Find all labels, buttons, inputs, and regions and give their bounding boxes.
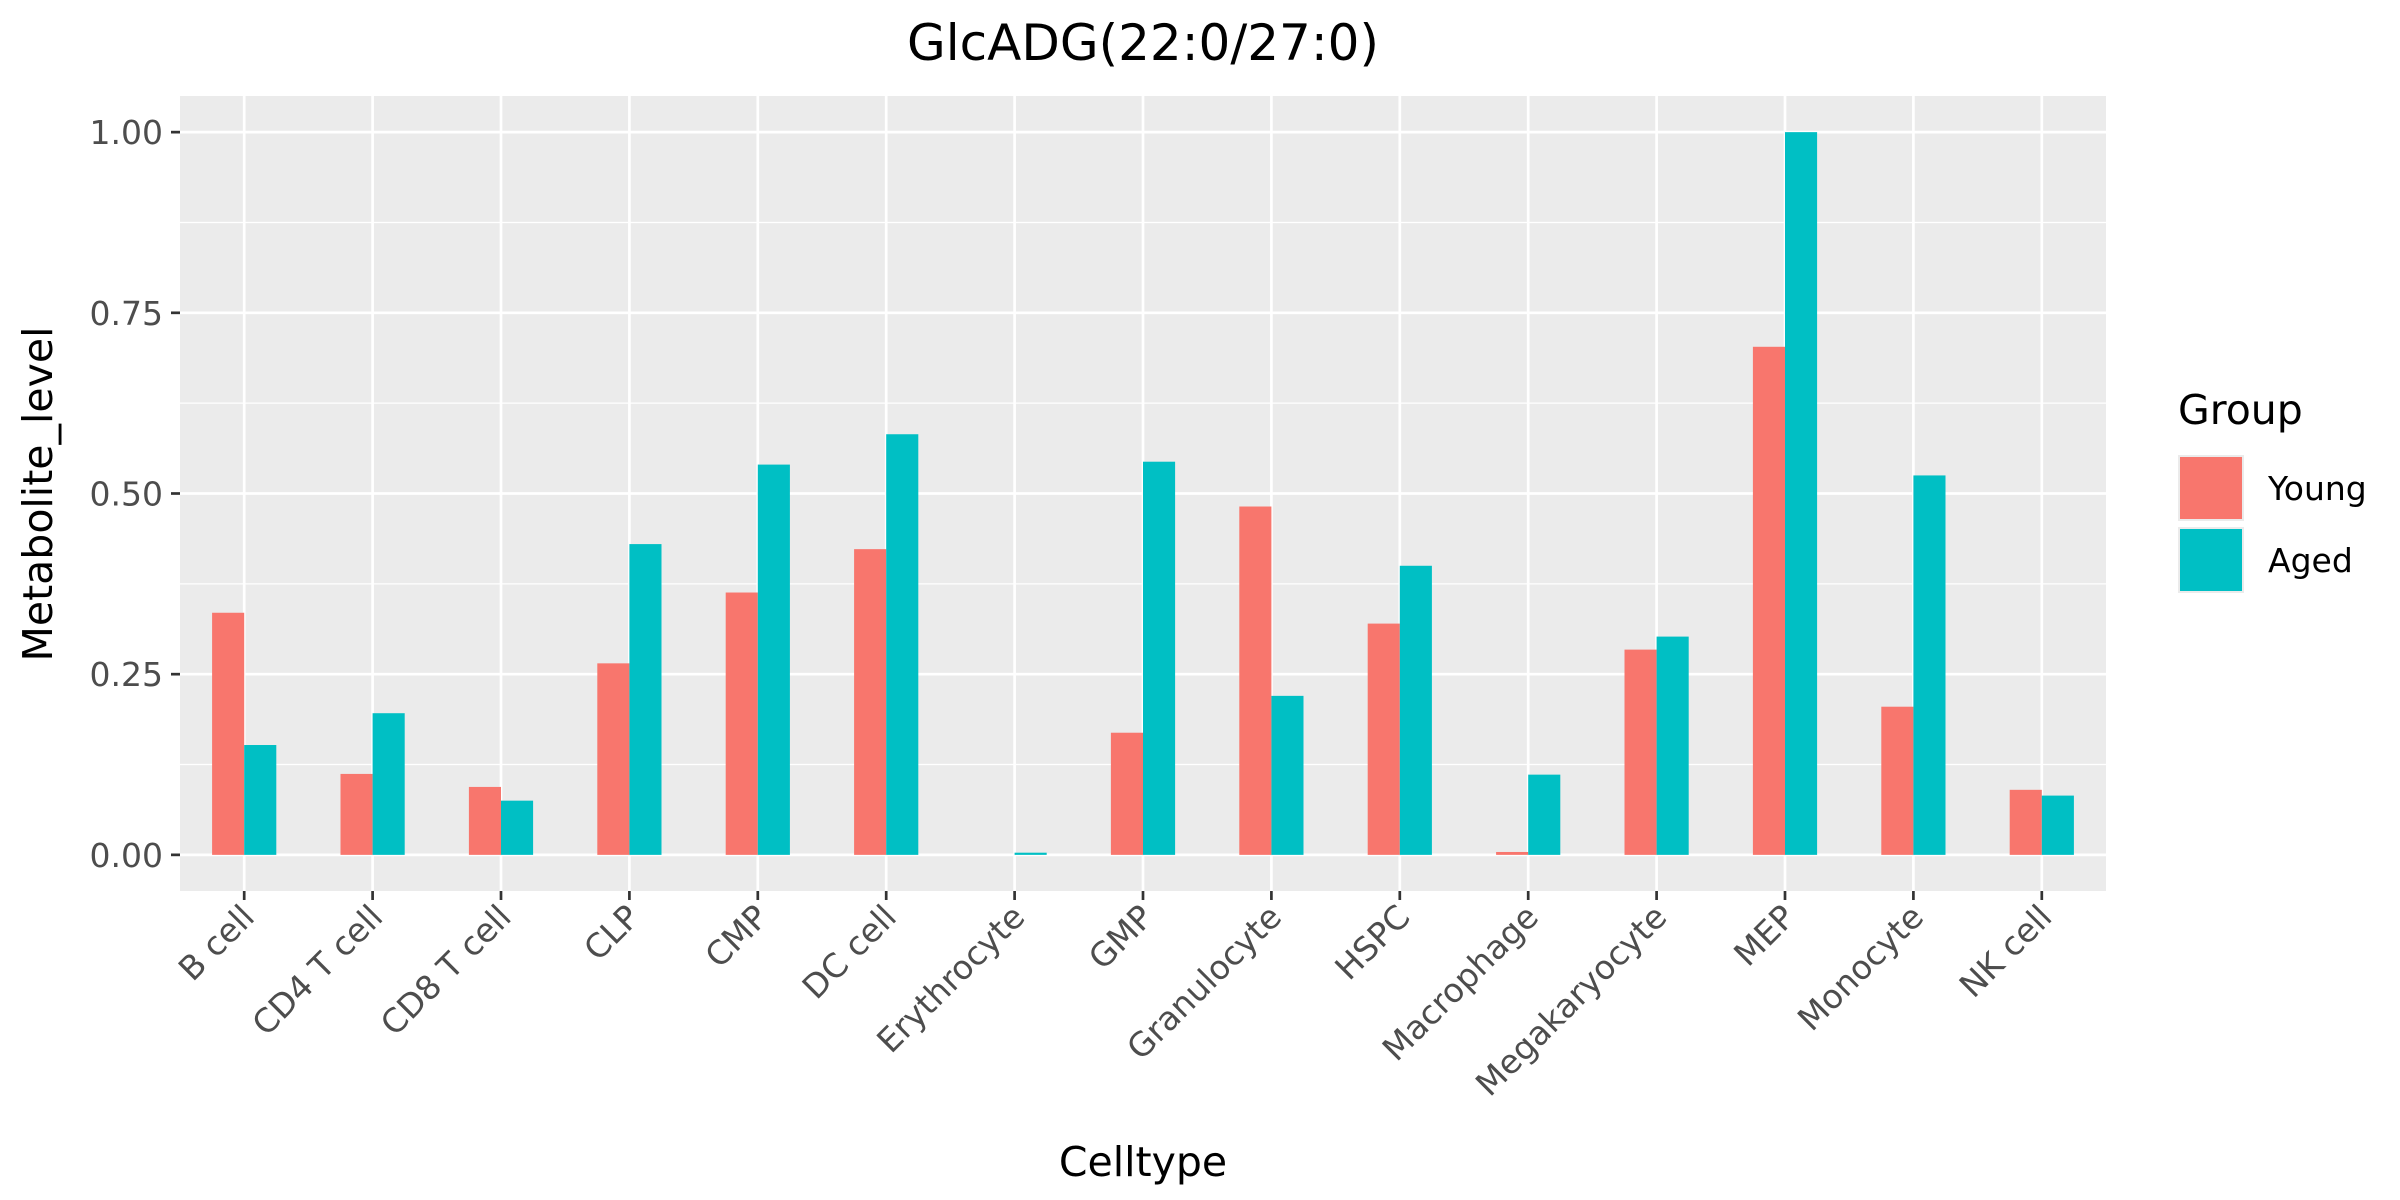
bars bbox=[212, 132, 2074, 855]
y-tick-label: 0.75 bbox=[90, 294, 163, 333]
legend-title: Group bbox=[2178, 386, 2303, 434]
bar-young bbox=[725, 592, 758, 855]
plot-panel bbox=[180, 96, 2106, 891]
x-tick-label: Monocyte bbox=[1790, 897, 1931, 1038]
bar-young bbox=[854, 549, 887, 855]
x-tick-label: HSPC bbox=[1327, 897, 1417, 987]
bar-aged bbox=[886, 434, 919, 855]
bar-aged bbox=[1143, 461, 1176, 855]
bar-aged bbox=[1271, 695, 1304, 855]
bar-young bbox=[1367, 623, 1400, 855]
x-axis-title: Celltype bbox=[1059, 1138, 1227, 1186]
y-tick-label: 1.00 bbox=[90, 113, 163, 152]
bar-aged bbox=[1785, 132, 1818, 855]
bar-aged bbox=[1014, 852, 1047, 855]
bar-young bbox=[212, 612, 245, 855]
y-tick-label: 0.25 bbox=[90, 655, 163, 694]
bar-aged bbox=[1656, 636, 1689, 855]
y-axis-title: Metabolite_level bbox=[14, 327, 62, 662]
x-tick-label: GMP bbox=[1081, 897, 1161, 977]
bar-aged bbox=[1913, 475, 1946, 855]
bar-aged bbox=[629, 544, 662, 855]
legend: Group Young Aged bbox=[2178, 386, 2367, 593]
bar-aged bbox=[1528, 774, 1561, 855]
y-axis: 0.00 0.25 0.50 0.75 1.00 bbox=[90, 113, 180, 875]
bar-aged bbox=[757, 464, 790, 855]
legend-swatch-aged bbox=[2180, 529, 2242, 591]
bar-young bbox=[1881, 706, 1914, 855]
bar-aged bbox=[244, 745, 277, 855]
legend-label: Aged bbox=[2268, 541, 2353, 580]
y-tick-label: 0.50 bbox=[90, 475, 163, 514]
bar-young bbox=[468, 786, 501, 855]
x-tick-label: CMP bbox=[697, 897, 775, 975]
bar-young bbox=[340, 773, 373, 855]
bar-young bbox=[1752, 346, 1785, 855]
x-tick-label: MEP bbox=[1726, 897, 1803, 974]
bar-aged bbox=[501, 800, 534, 855]
x-tick-label: CD8 T cell bbox=[373, 897, 519, 1043]
x-tick-label: DC cell bbox=[794, 897, 903, 1006]
x-tick-label: CLP bbox=[576, 897, 647, 968]
bar-young bbox=[597, 663, 630, 855]
bar-aged bbox=[372, 713, 405, 855]
bar-young bbox=[1110, 732, 1143, 855]
legend-label: Young bbox=[2267, 469, 2367, 508]
y-tick-label: 0.00 bbox=[90, 836, 163, 875]
x-tick-label: CD4 T cell bbox=[244, 897, 390, 1043]
bar-aged bbox=[1399, 565, 1432, 855]
bar-young bbox=[1496, 851, 1529, 855]
bar-young bbox=[1624, 649, 1657, 855]
bar-aged bbox=[2041, 795, 2074, 855]
x-tick-label: B cell bbox=[171, 897, 262, 988]
x-tick-label: NK cell bbox=[1952, 897, 2060, 1005]
legend-swatch-young bbox=[2180, 457, 2242, 519]
bar-young bbox=[2009, 789, 2042, 855]
bar-young bbox=[1239, 506, 1272, 855]
chart-title: GlcADG(22:0/27:0) bbox=[907, 14, 1379, 72]
